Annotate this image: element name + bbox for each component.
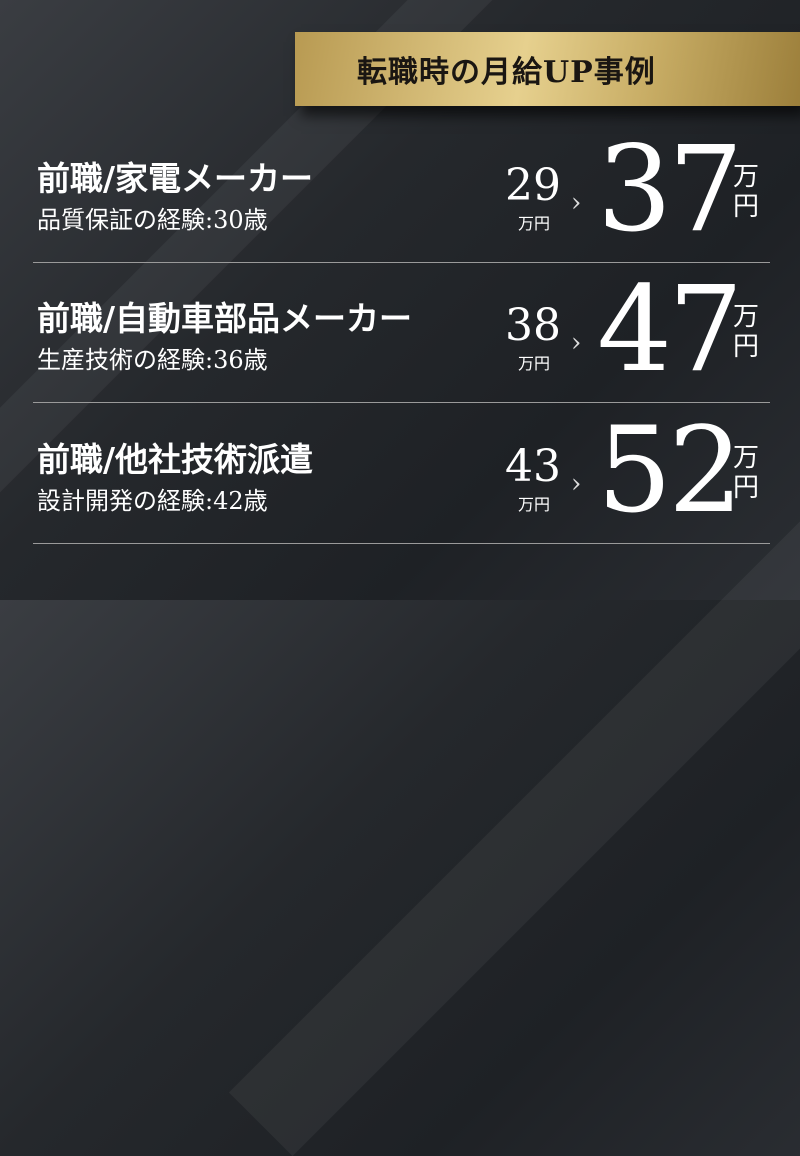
before-salary: 29: [505, 160, 561, 211]
case-title: 前職/家電メーカー: [37, 159, 314, 198]
after-unit-bottom: 円: [733, 473, 760, 503]
arrow-icon: ›: [571, 328, 582, 358]
case-row: 前職/家電メーカー 品質保証の経験:30歳 29 万円 › 37 万円: [33, 122, 770, 263]
case-row: 前職/自動車部品メーカー 生産技術の経験:36歳 38 万円 › 47 万円: [33, 262, 770, 403]
after-unit: 万円: [733, 443, 763, 503]
after-salary: 37: [597, 120, 743, 258]
before-salary: 38: [505, 300, 561, 351]
heading: 転職時の月給UP事例: [357, 55, 656, 90]
after-salary: 52: [597, 401, 743, 539]
after-unit-top: 万: [733, 162, 760, 192]
after-unit-top: 万: [733, 302, 760, 332]
case-subtitle: 生産技術の経験:36歳: [37, 346, 268, 374]
case-row: 前職/他社技術派遣 設計開発の経験:42歳 43 万円 › 52 万円: [33, 403, 770, 544]
arrow-icon: ›: [571, 469, 582, 499]
after-unit: 万円: [733, 162, 763, 222]
arrow-icon: ›: [571, 188, 582, 218]
case-subtitle: 品質保証の経験:30歳: [37, 206, 268, 234]
after-unit-top: 万: [733, 443, 760, 473]
after-unit-bottom: 円: [733, 192, 760, 222]
heading-banner: 転職時の月給UP事例: [295, 32, 800, 106]
case-title: 前職/他社技術派遣: [37, 440, 314, 479]
after-salary: 47: [597, 260, 743, 398]
case-title: 前職/自動車部品メーカー: [37, 299, 413, 338]
after-unit: 万円: [733, 302, 763, 362]
before-unit: 万円: [517, 495, 550, 514]
before-salary: 43: [505, 441, 561, 492]
case-subtitle: 設計開発の経験:42歳: [37, 487, 268, 515]
after-unit-bottom: 円: [733, 332, 760, 362]
before-unit: 万円: [517, 354, 550, 373]
before-unit: 万円: [517, 214, 550, 233]
